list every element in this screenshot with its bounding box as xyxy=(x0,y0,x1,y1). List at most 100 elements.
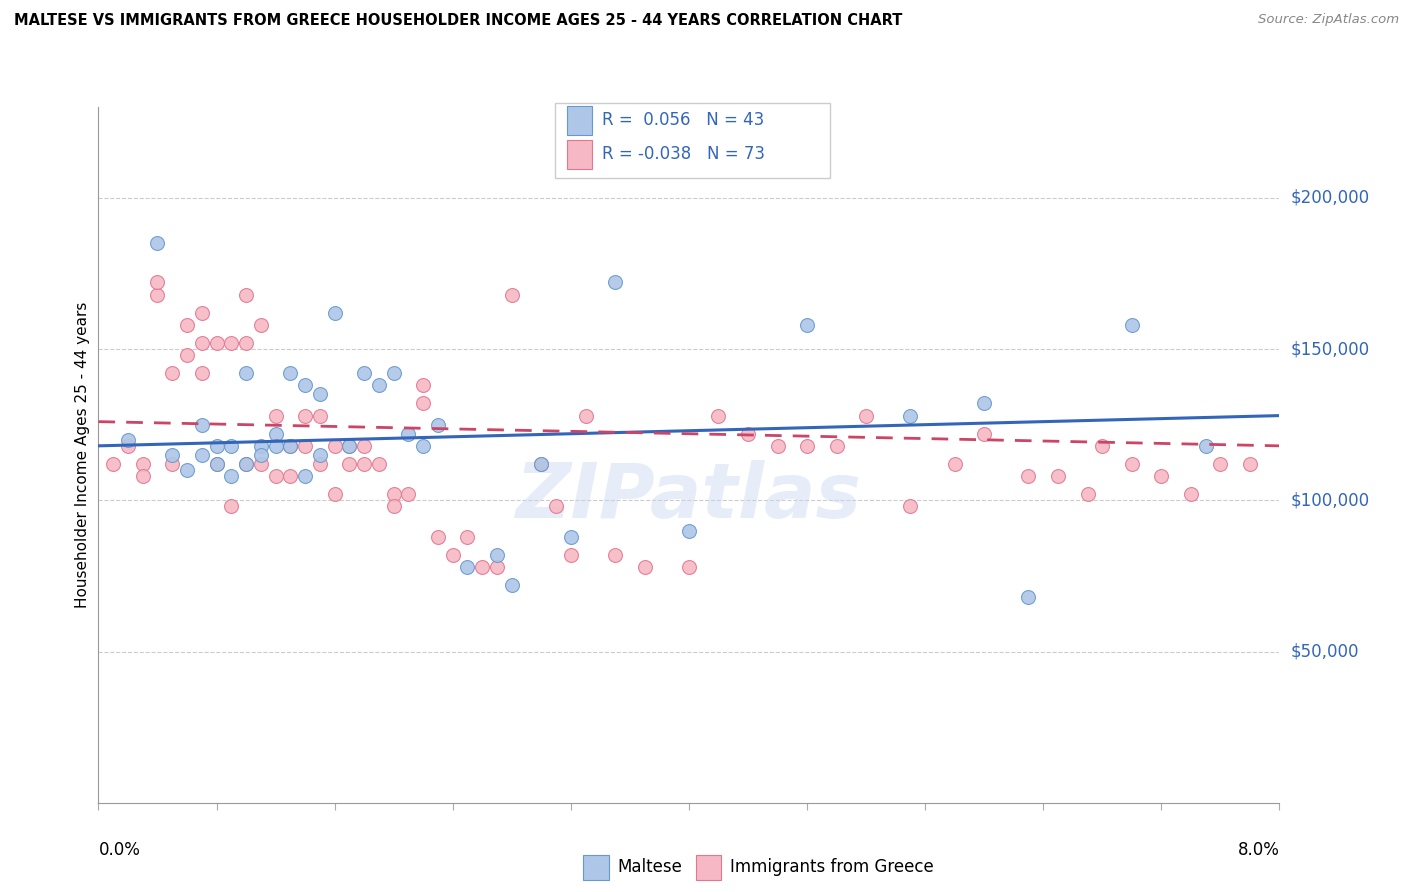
Point xyxy=(132,457,155,471)
Point xyxy=(205,336,228,351)
Text: $100,000: $100,000 xyxy=(1291,491,1369,509)
Point xyxy=(264,469,287,483)
Text: 8.0%: 8.0% xyxy=(1237,841,1279,859)
Point xyxy=(278,366,301,380)
Point xyxy=(308,387,332,401)
Point xyxy=(235,457,257,471)
Point xyxy=(382,500,405,514)
Point xyxy=(205,457,228,471)
Point xyxy=(235,366,257,380)
Point xyxy=(501,578,523,592)
Point xyxy=(441,548,464,562)
Point xyxy=(191,366,214,380)
Point xyxy=(294,378,316,392)
Point xyxy=(471,559,494,574)
Point xyxy=(353,457,375,471)
Point xyxy=(766,439,789,453)
Point xyxy=(367,457,389,471)
Point xyxy=(191,306,214,320)
Y-axis label: Householder Income Ages 25 - 44 years: Householder Income Ages 25 - 44 years xyxy=(75,301,90,608)
Point xyxy=(1017,590,1039,604)
Point xyxy=(412,378,434,392)
Point xyxy=(294,409,316,423)
Point xyxy=(707,409,730,423)
Point xyxy=(205,457,228,471)
Point xyxy=(530,457,553,471)
Point xyxy=(146,236,169,251)
Point xyxy=(250,318,273,332)
Point xyxy=(633,559,655,574)
Point xyxy=(146,276,169,290)
Point xyxy=(1017,469,1039,483)
Point xyxy=(485,548,508,562)
Point xyxy=(1077,487,1099,501)
Point xyxy=(294,439,316,453)
Text: R = -0.038   N = 73: R = -0.038 N = 73 xyxy=(602,145,765,163)
Point xyxy=(250,439,273,453)
Point xyxy=(205,439,228,453)
Point xyxy=(574,409,596,423)
Point xyxy=(412,439,434,453)
Point xyxy=(367,378,389,392)
Text: Maltese: Maltese xyxy=(617,858,682,876)
Point xyxy=(943,457,966,471)
Point xyxy=(323,487,346,501)
Point xyxy=(191,417,214,432)
Text: $50,000: $50,000 xyxy=(1291,642,1360,661)
Point xyxy=(162,366,183,380)
Point xyxy=(1150,469,1173,483)
Text: $200,000: $200,000 xyxy=(1291,189,1369,207)
Point xyxy=(308,409,332,423)
Point xyxy=(485,559,508,574)
Point xyxy=(796,318,818,332)
Point xyxy=(678,524,700,538)
Text: Immigrants from Greece: Immigrants from Greece xyxy=(730,858,934,876)
Point xyxy=(382,487,405,501)
Point xyxy=(264,439,287,453)
Point xyxy=(191,336,214,351)
Point xyxy=(1121,457,1143,471)
Text: $150,000: $150,000 xyxy=(1291,340,1369,358)
Point xyxy=(825,439,848,453)
Point xyxy=(176,318,198,332)
Point xyxy=(278,439,301,453)
Point xyxy=(1209,457,1232,471)
Point xyxy=(501,287,523,301)
Point xyxy=(103,457,124,471)
Point xyxy=(396,426,419,441)
Point xyxy=(235,457,257,471)
Point xyxy=(264,409,287,423)
Point xyxy=(235,336,257,351)
Point xyxy=(308,448,332,462)
Text: 0.0%: 0.0% xyxy=(98,841,141,859)
Point xyxy=(219,500,242,514)
Point xyxy=(456,530,478,544)
Point xyxy=(353,366,375,380)
Text: Source: ZipAtlas.com: Source: ZipAtlas.com xyxy=(1258,13,1399,27)
Point xyxy=(412,396,434,410)
Point xyxy=(426,417,449,432)
Point xyxy=(396,487,419,501)
Point xyxy=(1121,318,1143,332)
Point xyxy=(264,426,287,441)
Text: MALTESE VS IMMIGRANTS FROM GREECE HOUSEHOLDER INCOME AGES 25 - 44 YEARS CORRELAT: MALTESE VS IMMIGRANTS FROM GREECE HOUSEH… xyxy=(14,13,903,29)
Point xyxy=(456,559,478,574)
Point xyxy=(176,348,198,362)
Point xyxy=(382,366,405,380)
Text: R =  0.056   N = 43: R = 0.056 N = 43 xyxy=(602,112,763,129)
Text: ZIPatlas: ZIPatlas xyxy=(516,459,862,533)
Point xyxy=(796,439,818,453)
Point xyxy=(544,500,567,514)
Point xyxy=(560,530,582,544)
Point xyxy=(898,500,921,514)
Point xyxy=(219,336,242,351)
Point xyxy=(235,287,257,301)
Point xyxy=(219,469,242,483)
Point xyxy=(426,530,449,544)
Point xyxy=(337,457,360,471)
Point xyxy=(337,439,360,453)
Point xyxy=(250,448,273,462)
Point xyxy=(191,448,214,462)
Point xyxy=(1180,487,1202,501)
Point xyxy=(323,439,346,453)
